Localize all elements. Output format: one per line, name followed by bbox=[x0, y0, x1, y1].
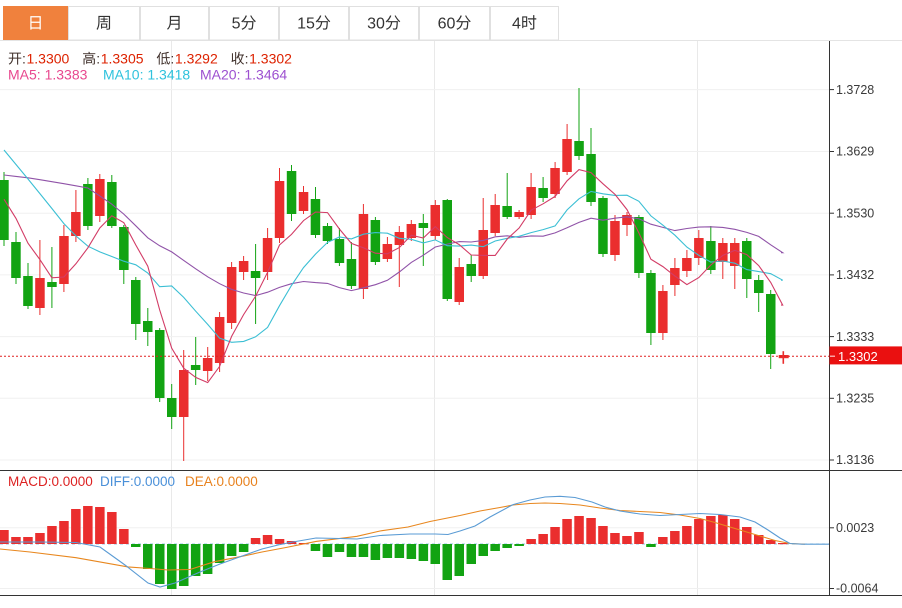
svg-text:3: 3 bbox=[367, 16, 376, 33]
svg-text::: : bbox=[22, 51, 26, 67]
svg-text:1.3136: 1.3136 bbox=[836, 453, 874, 467]
svg-text:1.3728: 1.3728 bbox=[836, 83, 874, 97]
svg-text:1.3333: 1.3333 bbox=[836, 330, 874, 344]
svg-text:1.3530: 1.3530 bbox=[836, 206, 874, 220]
svg-text::: : bbox=[170, 51, 174, 67]
svg-text:0: 0 bbox=[447, 16, 456, 33]
svg-text:1.3302: 1.3302 bbox=[838, 349, 878, 364]
svg-text:DIFF:0.0000: DIFF:0.0000 bbox=[100, 474, 175, 489]
svg-text:-0.0064: -0.0064 bbox=[836, 582, 878, 596]
svg-text:1: 1 bbox=[297, 16, 306, 33]
svg-text::: : bbox=[96, 51, 100, 67]
svg-text:MA10: 1.3418: MA10: 1.3418 bbox=[103, 67, 190, 83]
svg-text:1.3432: 1.3432 bbox=[836, 268, 874, 282]
svg-text:5: 5 bbox=[306, 16, 315, 33]
svg-text:1.3302: 1.3302 bbox=[249, 51, 292, 67]
svg-text:1.3629: 1.3629 bbox=[836, 145, 874, 159]
svg-text:MA20: 1.3464: MA20: 1.3464 bbox=[200, 67, 287, 83]
svg-text:1.3305: 1.3305 bbox=[101, 51, 144, 67]
svg-text:4: 4 bbox=[512, 16, 521, 33]
svg-text:MACD:0.0000: MACD:0.0000 bbox=[8, 474, 93, 489]
svg-text:0.0023: 0.0023 bbox=[836, 521, 874, 535]
svg-text:5: 5 bbox=[232, 16, 241, 33]
svg-text:DEA:0.0000: DEA:0.0000 bbox=[185, 474, 258, 489]
svg-text:1.3235: 1.3235 bbox=[836, 392, 874, 406]
svg-text::: : bbox=[245, 51, 249, 67]
svg-text:MA5: 1.3383: MA5: 1.3383 bbox=[8, 67, 88, 83]
svg-text:1.3300: 1.3300 bbox=[27, 51, 70, 67]
svg-text:1.3292: 1.3292 bbox=[175, 51, 218, 67]
svg-text:0: 0 bbox=[376, 16, 385, 33]
svg-text:6: 6 bbox=[438, 16, 447, 33]
